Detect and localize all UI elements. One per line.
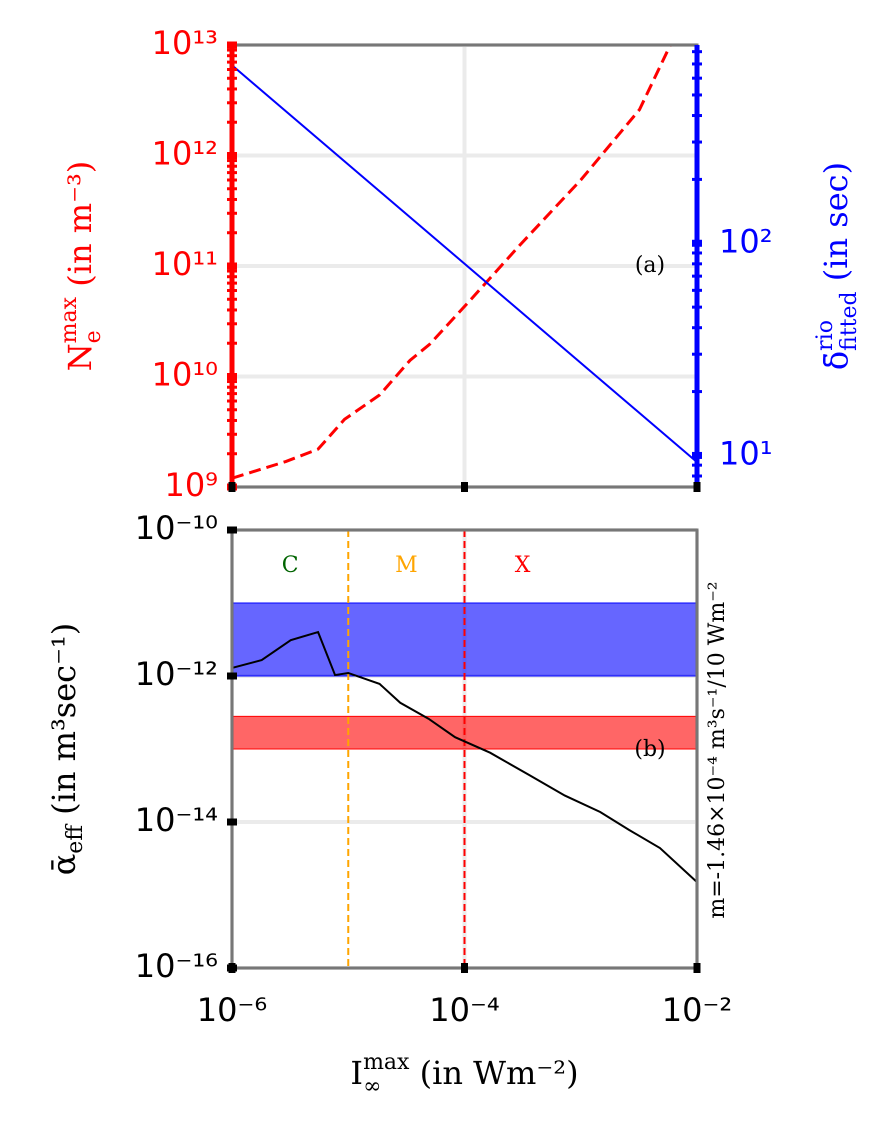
label-sup: max bbox=[57, 296, 82, 343]
panel-annotation: (b) bbox=[634, 737, 665, 762]
label-sub: fitted bbox=[837, 291, 862, 350]
region-label: M bbox=[395, 553, 418, 578]
label-sup: max bbox=[363, 1050, 410, 1075]
y2-tick-label: 10¹ bbox=[719, 434, 773, 472]
label-base: ᾱ bbox=[45, 854, 83, 876]
label-base: δ̄ bbox=[817, 351, 855, 370]
data-line bbox=[231, 630, 698, 883]
x-tick-label: 10⁻⁶ bbox=[197, 991, 267, 1029]
y-tick-label: 10⁹ bbox=[164, 466, 218, 504]
region-label: X bbox=[515, 553, 531, 578]
panel-annotation: (a) bbox=[635, 253, 665, 278]
label-unit: (in Wm⁻²) bbox=[409, 1054, 578, 1092]
y-tick-label: 10¹² bbox=[152, 135, 218, 173]
x-tick-label: 10⁻⁴ bbox=[429, 991, 499, 1029]
y-tick-label: 10⁻¹⁰ bbox=[135, 509, 218, 547]
region-label: C bbox=[282, 553, 299, 578]
y-tick-label: 10⁻¹² bbox=[135, 655, 218, 693]
y2-tick-label: 10² bbox=[719, 222, 773, 260]
label-unit: (in sec) bbox=[817, 162, 855, 291]
axis-label: ᾱeff (in m³sec⁻¹) bbox=[45, 623, 89, 876]
data-line bbox=[231, 44, 672, 480]
label-unit: (in m³sec⁻¹) bbox=[45, 623, 83, 825]
y-tick-label: 10¹⁰ bbox=[152, 356, 218, 394]
label-unit: (in m⁻³) bbox=[61, 161, 99, 297]
y-tick-label: 10¹³ bbox=[152, 24, 218, 62]
axis-label: Nmaxe (in m⁻³) bbox=[57, 161, 106, 372]
axis-label: Imax ∞ (in Wm⁻²) bbox=[350, 1050, 578, 1099]
slope-note: m=-1.46×10⁻⁴ m³s⁻¹/10 Wm⁻² bbox=[705, 581, 730, 918]
label-sup: rio bbox=[813, 320, 838, 351]
y-tick-label: 10⁻¹⁴ bbox=[135, 801, 218, 839]
label-base: I bbox=[350, 1054, 363, 1092]
x-tick-label: 10⁻² bbox=[662, 991, 732, 1029]
label-sub: e bbox=[81, 330, 106, 343]
label-sub: eff bbox=[63, 824, 88, 854]
y-tick-label: 10¹¹ bbox=[152, 245, 218, 283]
label-base: N bbox=[61, 343, 99, 371]
y-tick-label: 10⁻¹⁶ bbox=[135, 947, 218, 985]
label-sub: ∞ bbox=[363, 1074, 381, 1099]
axis-label: δ̄riofitted (in sec) bbox=[813, 162, 862, 370]
data-line bbox=[231, 64, 698, 463]
